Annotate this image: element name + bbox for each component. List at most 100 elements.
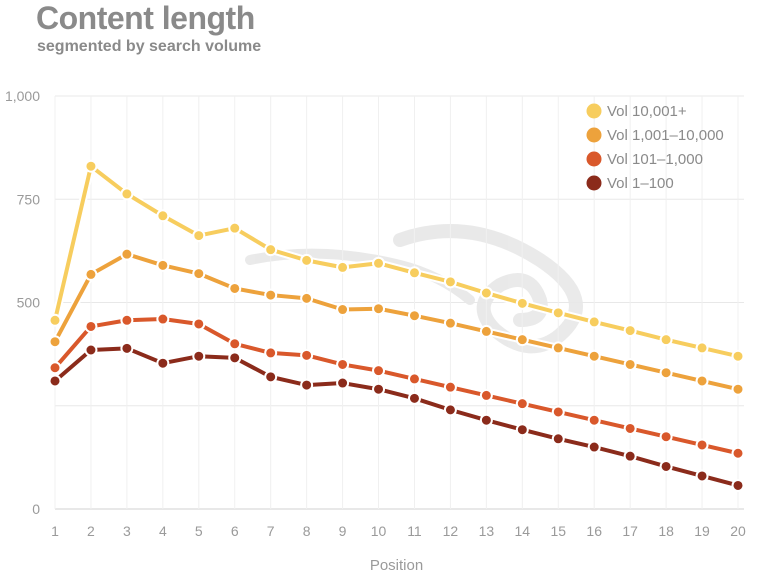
- data-point: [84, 267, 98, 281]
- data-point: [407, 391, 421, 405]
- data-point: [587, 413, 601, 427]
- legend-label: Vol 1–100: [607, 175, 674, 192]
- data-point: [264, 243, 278, 257]
- legend-swatch: [586, 103, 602, 119]
- data-point: [515, 397, 529, 411]
- series-line-halo: [51, 315, 739, 458]
- data-point: [659, 333, 673, 347]
- data-point: [192, 267, 206, 281]
- series-2: [48, 312, 745, 460]
- chart-subtitle: segmented by search volume: [37, 38, 262, 55]
- x-tick-label: 7: [267, 523, 275, 539]
- data-point: [372, 364, 386, 378]
- data-point: [731, 446, 745, 460]
- data-point: [623, 421, 637, 435]
- data-point: [551, 341, 565, 355]
- data-point: [84, 159, 98, 173]
- data-point: [264, 370, 278, 384]
- data-point: [192, 317, 206, 331]
- legend-label: Vol 101–1,000: [607, 151, 703, 168]
- y-tick-label: 500: [17, 295, 41, 311]
- data-point: [300, 253, 314, 267]
- x-tick-label: 8: [303, 523, 311, 539]
- x-tick-label: 11: [407, 523, 422, 539]
- data-point: [443, 316, 457, 330]
- y-tick-label: 0: [32, 501, 40, 517]
- legend-swatch: [586, 175, 602, 191]
- data-point: [515, 423, 529, 437]
- data-point: [48, 374, 62, 388]
- series-3: [48, 341, 745, 492]
- y-tick-label: 750: [17, 191, 41, 207]
- data-point: [659, 366, 673, 380]
- data-point: [551, 405, 565, 419]
- data-point: [228, 221, 242, 235]
- x-tick-label: 19: [694, 523, 710, 539]
- data-point: [120, 313, 134, 327]
- data-point: [479, 324, 493, 338]
- data-point: [120, 187, 134, 201]
- legend-label: Vol 10,001+: [607, 103, 687, 120]
- data-point: [731, 382, 745, 396]
- data-point: [84, 319, 98, 333]
- data-point: [731, 478, 745, 492]
- y-tick-label: 1,000: [5, 88, 40, 104]
- data-point: [659, 459, 673, 473]
- data-point: [695, 341, 709, 355]
- data-point: [695, 374, 709, 388]
- data-point: [623, 449, 637, 463]
- x-tick-label: 4: [159, 523, 167, 539]
- data-point: [407, 266, 421, 280]
- x-tick-label: 14: [515, 523, 531, 539]
- data-point: [156, 356, 170, 370]
- x-tick-label: 6: [231, 523, 239, 539]
- x-tick-label: 9: [339, 523, 347, 539]
- data-point: [84, 343, 98, 357]
- data-point: [120, 247, 134, 261]
- data-point: [336, 357, 350, 371]
- x-tick-label: 1: [51, 523, 59, 539]
- data-point: [695, 469, 709, 483]
- x-tick-label: 13: [479, 523, 495, 539]
- data-point: [443, 403, 457, 417]
- data-point: [479, 413, 493, 427]
- data-point: [228, 337, 242, 351]
- data-point: [228, 351, 242, 365]
- x-tick-label: 10: [371, 523, 387, 539]
- data-point: [156, 209, 170, 223]
- data-point: [407, 309, 421, 323]
- data-point: [156, 312, 170, 326]
- x-axis-label: Position: [370, 557, 423, 574]
- data-point: [156, 258, 170, 272]
- data-point: [443, 275, 457, 289]
- x-tick-label: 5: [195, 523, 203, 539]
- x-tick-label: 3: [123, 523, 131, 539]
- data-point: [479, 388, 493, 402]
- legend-swatch: [586, 151, 602, 167]
- x-tick-label: 15: [550, 523, 566, 539]
- data-point: [120, 341, 134, 355]
- data-point: [515, 296, 529, 310]
- data-point: [551, 432, 565, 446]
- x-tick-label: 2: [87, 523, 95, 539]
- data-point: [659, 430, 673, 444]
- data-point: [48, 313, 62, 327]
- data-point: [192, 229, 206, 243]
- chart-title: Content length: [36, 0, 255, 36]
- legend-swatch: [586, 127, 602, 143]
- x-tick-label: 20: [730, 523, 746, 539]
- data-point: [336, 376, 350, 390]
- data-point: [407, 372, 421, 386]
- data-point: [264, 288, 278, 302]
- data-point: [731, 349, 745, 363]
- x-tick-label: 18: [658, 523, 674, 539]
- data-point: [515, 333, 529, 347]
- data-point: [300, 378, 314, 392]
- data-point: [443, 380, 457, 394]
- data-point: [695, 438, 709, 452]
- legend-label: Vol 1,001–10,000: [607, 127, 724, 144]
- data-point: [372, 382, 386, 396]
- data-point: [228, 281, 242, 295]
- data-point: [587, 440, 601, 454]
